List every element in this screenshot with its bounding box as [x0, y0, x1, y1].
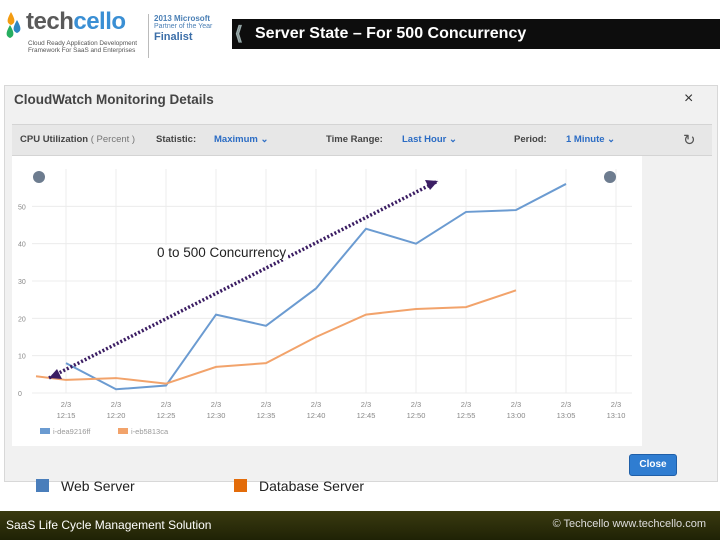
page-title: Server State – For 500 Concurrency: [255, 25, 527, 42]
x-tick-date: 2/3: [61, 400, 71, 409]
chevron-left-icon: [33, 171, 45, 183]
statistic-dropdown[interactable]: Maximum ⌄: [214, 134, 269, 145]
title-bar: [232, 19, 720, 49]
legend-swatch: [234, 479, 247, 492]
logo-drops-icon: [6, 12, 21, 38]
footer-right: © Techcello www.techcello.com: [552, 518, 706, 530]
x-tick-date: 2/3: [411, 400, 421, 409]
y-tick-label: 40: [18, 242, 26, 249]
x-tick-date: 2/3: [611, 400, 621, 409]
x-tick-label: 13:05: [557, 411, 576, 420]
x-tick-label: 13:10: [607, 411, 626, 420]
time-range-label: Time Range:: [326, 134, 383, 145]
mini-legend-label: i-eb5813ca: [131, 427, 169, 436]
legend-web-server: Web Server: [36, 478, 135, 494]
database-server-series-line: [35, 289, 517, 385]
techcello-logo: techcello Cloud Ready Application Develo…: [5, 8, 148, 60]
logo-tagline: Cloud Ready Application Development Fram…: [28, 40, 138, 55]
period-label: Period:: [514, 134, 547, 145]
chevron-left-icon: ⟨⟨: [234, 23, 243, 45]
mini-legend-swatch: [40, 428, 50, 434]
annotation-arrow-line: [48, 179, 439, 380]
y-tick-label: 10: [18, 354, 26, 361]
chevron-down-icon: ⌄: [260, 134, 269, 145]
x-tick-date: 2/3: [261, 400, 271, 409]
x-tick-label: 12:45: [357, 411, 376, 420]
mini-legend-swatch: [118, 428, 128, 434]
statistic-label: Statistic:: [156, 134, 197, 145]
x-tick-date: 2/3: [511, 400, 521, 409]
chevron-down-icon: ⌄: [448, 134, 457, 145]
x-tick-label: 12:50: [407, 411, 426, 420]
controls-bar: CPU Utilization ( Percent ) Statistic: M…: [12, 124, 712, 156]
y-tick-label: 0: [18, 391, 22, 398]
x-tick-date: 2/3: [361, 400, 371, 409]
x-tick-label: 12:40: [307, 411, 326, 420]
slide-footer: SaaS Life Cycle Management Solution © Te…: [0, 511, 720, 540]
x-tick-label: 12:30: [207, 411, 226, 420]
x-tick-label: 12:35: [257, 411, 276, 420]
y-tick-label: 30: [18, 279, 26, 286]
legend-database-server: Database Server: [234, 478, 364, 494]
x-tick-label: 12:15: [57, 411, 76, 420]
x-tick-date: 2/3: [311, 400, 321, 409]
metric-label: CPU Utilization ( Percent ): [20, 134, 136, 145]
close-button[interactable]: Close: [629, 454, 677, 476]
mini-legend-label: i-dea9216ff: [53, 427, 91, 436]
x-tick-label: 12:55: [457, 411, 476, 420]
chevron-down-icon: ⌄: [607, 134, 616, 145]
dialog-title: CloudWatch Monitoring Details: [14, 92, 214, 107]
legend-swatch: [36, 479, 49, 492]
x-tick-date: 2/3: [161, 400, 171, 409]
cloudwatch-dialog: CloudWatch Monitoring Details × CPU Util…: [4, 85, 718, 482]
time-range-dropdown[interactable]: Last Hour ⌄: [402, 134, 457, 145]
close-icon[interactable]: ×: [684, 90, 694, 107]
x-tick-label: 13:00: [507, 411, 526, 420]
logo-wordmark: techcello: [26, 8, 126, 35]
slide-header: techcello Cloud Ready Application Develo…: [0, 0, 720, 65]
x-tick-date: 2/3: [561, 400, 571, 409]
award-badge: 2013 Microsoft Partner of the Year Final…: [148, 14, 212, 58]
y-tick-label: 20: [18, 316, 26, 323]
x-tick-date: 2/3: [111, 400, 121, 409]
refresh-icon[interactable]: ↻: [683, 132, 696, 149]
cpu-line-chart: 0 10 20 30 40 50 2/3 12:15 2/3 12:20 2/3 12:25 2/3 12…: [18, 169, 632, 436]
arrow-head-icon: [425, 180, 438, 190]
x-tick-date: 2/3: [211, 400, 221, 409]
x-tick-date: 2/3: [461, 400, 471, 409]
chevron-right-icon: [604, 171, 616, 183]
arrow-head-icon: [49, 369, 62, 379]
x-tick-label: 12:25: [157, 411, 176, 420]
annotation-label: 0 to 500 Concurrency: [155, 245, 289, 260]
footer-left: SaaS Life Cycle Management Solution: [6, 518, 212, 532]
y-tick-label: 50: [18, 204, 26, 211]
x-tick-label: 12:20: [107, 411, 126, 420]
chart-area: 0 10 20 30 40 50 2/3 12:15 2/3 12:20 2/3 12:25 2/3 12…: [12, 156, 642, 446]
period-dropdown[interactable]: 1 Minute ⌄: [566, 134, 616, 145]
